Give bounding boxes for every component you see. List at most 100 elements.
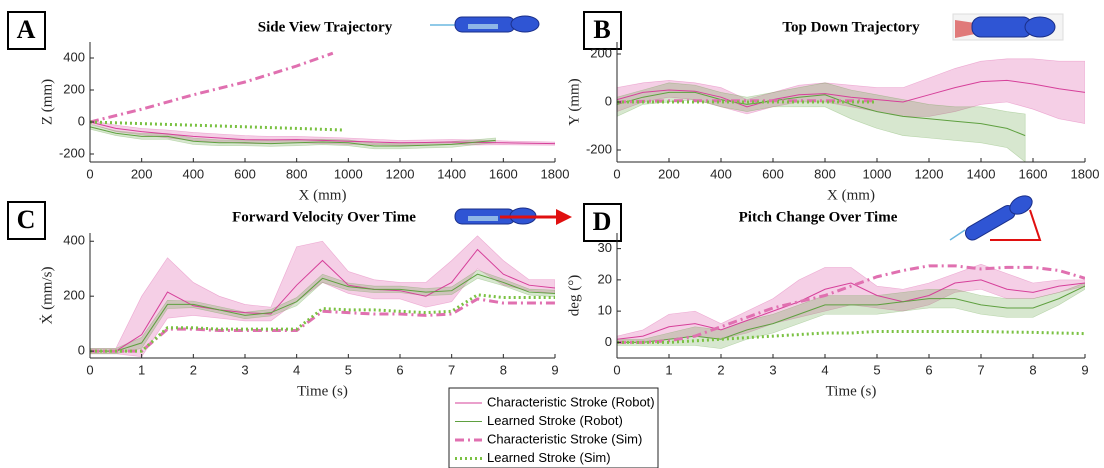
series-line <box>90 293 555 353</box>
y-axis-label: Z (mm) <box>39 79 55 125</box>
plot-area <box>90 51 555 150</box>
x-tick-label: 4 <box>821 362 828 377</box>
x-tick-label: 1800 <box>1071 166 1100 181</box>
x-tick-label: 7 <box>977 362 984 377</box>
x-tick-label: 0 <box>613 362 620 377</box>
series-line <box>617 264 1085 344</box>
series-line <box>617 91 1026 137</box>
x-tick-label: 3 <box>769 362 776 377</box>
y-axis-label: Ẋ (mm/s) <box>39 267 55 325</box>
x-tick-label: 1200 <box>915 166 944 181</box>
y-tick-label: 400 <box>63 233 85 248</box>
y-axis-label: deg (°) <box>566 275 582 316</box>
x-axis-label: Time (s) <box>297 383 348 399</box>
x-tick-label: 600 <box>234 166 256 181</box>
robot-icon <box>430 15 540 33</box>
y-tick-label: -200 <box>59 145 85 160</box>
x-tick-label: 400 <box>710 166 732 181</box>
series-line <box>90 126 496 147</box>
series-line <box>617 329 1085 344</box>
x-tick-label: 400 <box>182 166 204 181</box>
series-line <box>617 279 1085 340</box>
x-tick-label: 0 <box>86 166 93 181</box>
series-line <box>90 297 555 353</box>
legend-label: Characteristic Stroke (Robot) <box>487 394 655 409</box>
x-tick-label: 1000 <box>863 166 892 181</box>
y-axis-label: Y (mm) <box>566 78 582 125</box>
panel-label: B <box>593 15 610 44</box>
x-tick-label: 7 <box>448 362 455 377</box>
y-tick-label: 0 <box>605 93 612 108</box>
robot-icon <box>952 13 1064 41</box>
y-tick-label: 0 <box>78 113 85 128</box>
x-tick-label: 200 <box>131 166 153 181</box>
error-band <box>617 282 1085 349</box>
x-tick-label: 0 <box>86 362 93 377</box>
x-tick-label: 1400 <box>437 166 466 181</box>
x-tick-label: 600 <box>762 166 784 181</box>
x-tick-label: 1600 <box>1019 166 1048 181</box>
x-tick-label: 1 <box>665 362 672 377</box>
y-tick-label: 0 <box>605 334 612 349</box>
x-tick-label: 1 <box>138 362 145 377</box>
y-tick-label: 0 <box>78 343 85 358</box>
robot-icon <box>949 195 1042 241</box>
x-tick-label: 800 <box>814 166 836 181</box>
y-tick-label: 200 <box>63 81 85 96</box>
panel-label: C <box>17 205 36 234</box>
panel-label-box <box>583 203 622 242</box>
panel-label: A <box>17 15 36 44</box>
x-axis-label: X (mm) <box>827 187 875 203</box>
plot-area <box>617 263 1085 349</box>
chart-title: Forward Velocity Over Time <box>232 209 416 225</box>
panel-label-box <box>7 201 46 240</box>
x-tick-label: 1800 <box>541 166 570 181</box>
x-tick-label: 1600 <box>489 166 518 181</box>
y-tick-label: 400 <box>63 49 85 64</box>
chart-title: Side View Trajectory <box>258 19 393 35</box>
chart-title: Pitch Change Over Time <box>739 209 898 225</box>
robot-icon <box>454 207 572 225</box>
y-tick-label: 200 <box>63 288 85 303</box>
x-tick-label: 3 <box>241 362 248 377</box>
x-tick-label: 800 <box>286 166 308 181</box>
plot-area <box>617 58 1085 162</box>
x-tick-label: 1200 <box>386 166 415 181</box>
x-axis-label: Time (s) <box>826 383 877 399</box>
x-tick-label: 200 <box>658 166 680 181</box>
chart-title: Top Down Trajectory <box>782 19 920 35</box>
series-line <box>90 248 555 352</box>
x-tick-label: 2 <box>190 362 197 377</box>
legend-label: Characteristic Stroke (Sim) <box>487 431 642 446</box>
series-line <box>90 51 334 124</box>
panel-label-box <box>583 11 622 50</box>
x-tick-label: 5 <box>873 362 880 377</box>
panel-label: D <box>593 207 612 236</box>
x-tick-label: 5 <box>345 362 352 377</box>
x-tick-label: 9 <box>551 362 558 377</box>
y-tick-label: 30 <box>598 240 612 255</box>
x-tick-label: 9 <box>1081 362 1088 377</box>
y-tick-label: 20 <box>598 271 612 286</box>
x-tick-label: 1400 <box>967 166 996 181</box>
series-line <box>617 79 1085 108</box>
series-line <box>90 273 555 352</box>
error-band <box>617 58 1085 124</box>
panel-label-box <box>7 11 46 50</box>
error-band <box>617 82 1026 162</box>
x-tick-label: 6 <box>396 362 403 377</box>
x-tick-label: 6 <box>925 362 932 377</box>
x-tick-label: 2 <box>717 362 724 377</box>
legend-label: Learned Stroke (Robot) <box>487 413 623 428</box>
x-tick-label: 8 <box>500 362 507 377</box>
x-tick-label: 8 <box>1029 362 1036 377</box>
x-tick-label: 4 <box>293 362 300 377</box>
y-tick-label: 200 <box>590 45 612 60</box>
y-tick-label: 10 <box>598 303 612 318</box>
legend-box <box>448 387 659 468</box>
x-tick-label: 1000 <box>334 166 363 181</box>
y-tick-label: -200 <box>586 141 612 156</box>
x-tick-label: 0 <box>613 166 620 181</box>
plot-area <box>90 235 555 357</box>
